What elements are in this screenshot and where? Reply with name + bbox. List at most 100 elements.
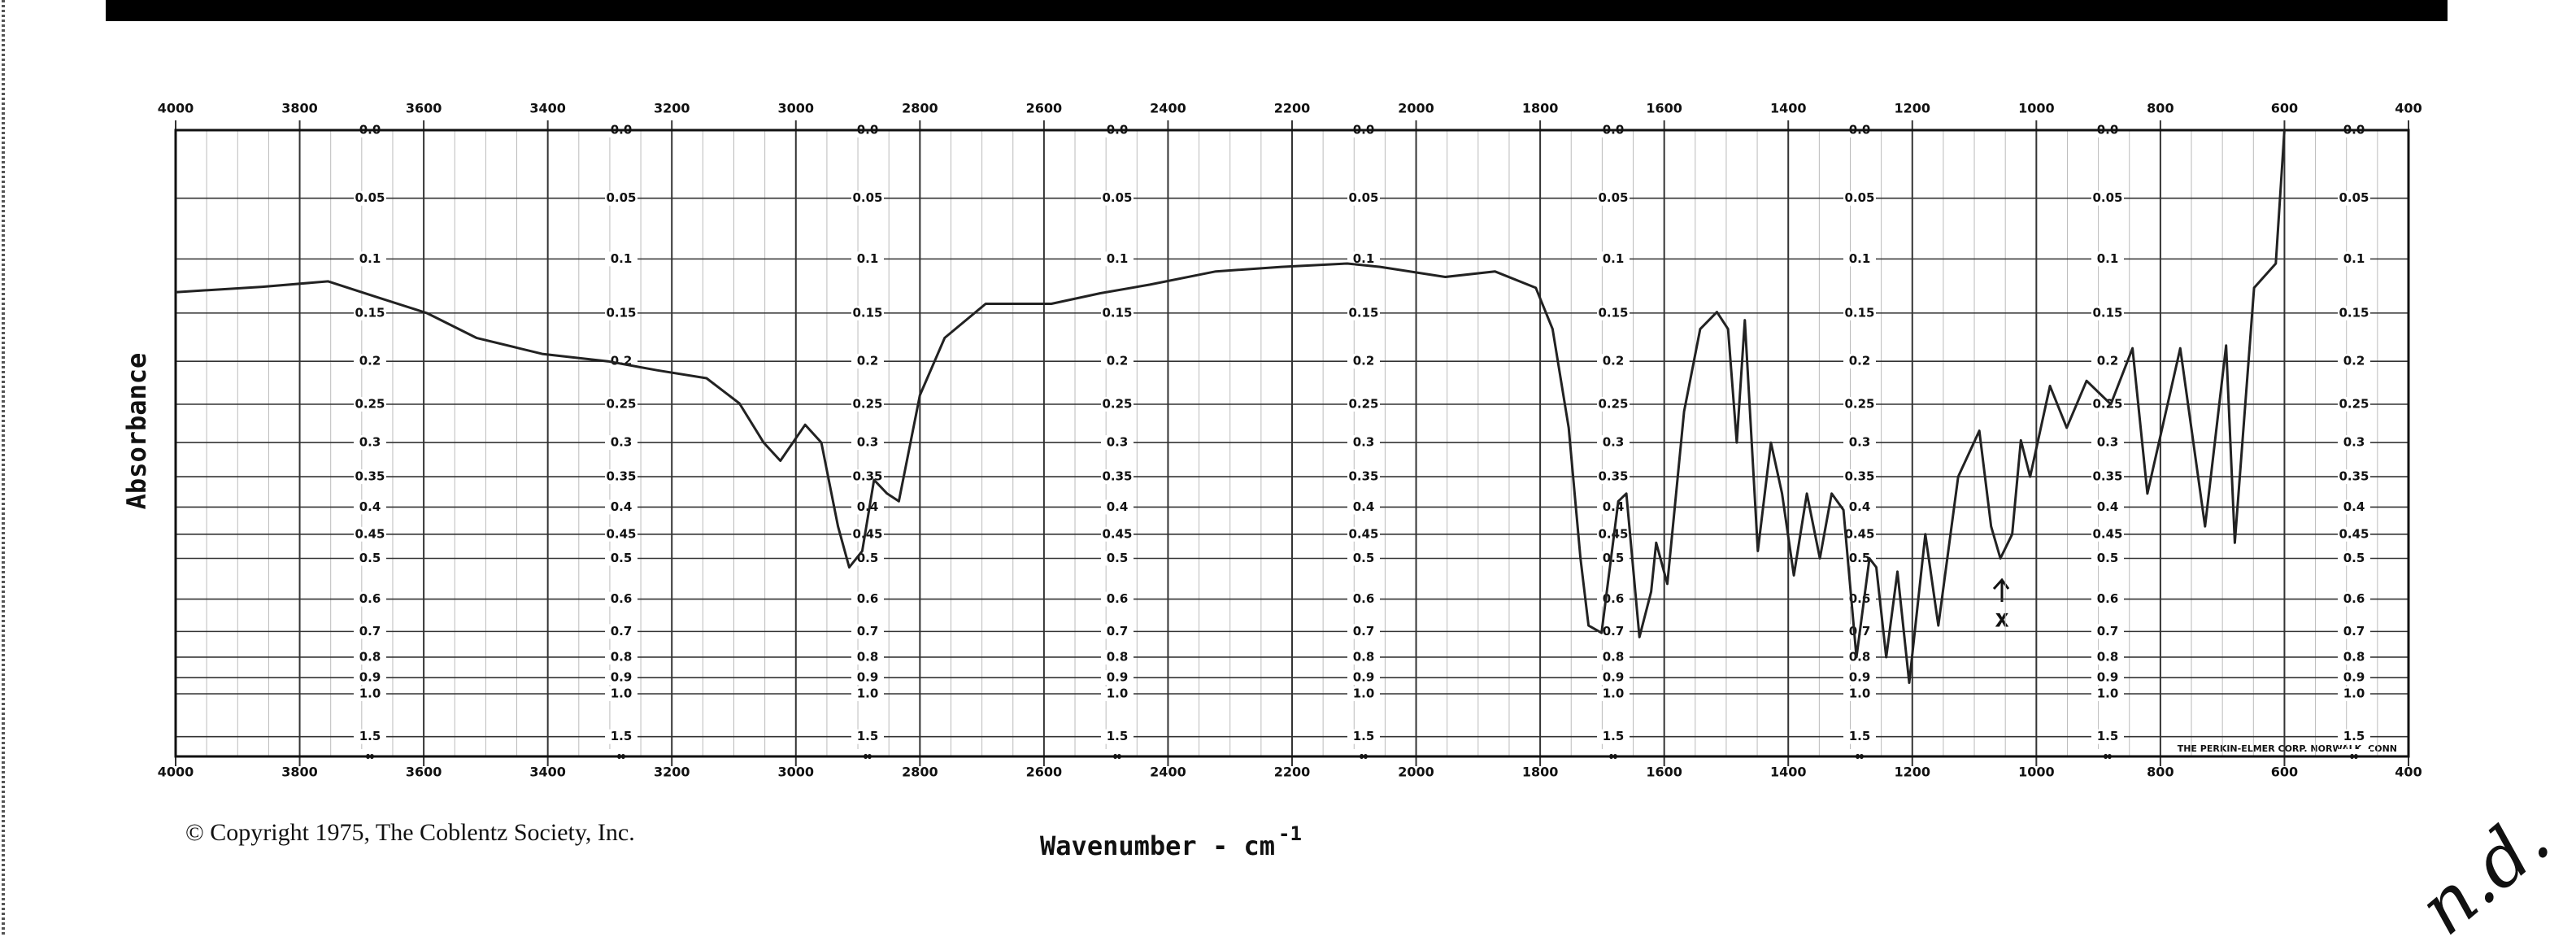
y-tick-label: 0.8	[2343, 649, 2365, 664]
y-tick-label: 0.1	[857, 251, 879, 266]
label-backing	[1101, 526, 1134, 542]
label-backing	[354, 591, 386, 607]
label-backing	[605, 551, 637, 566]
y-tick-label: 0.9	[1849, 670, 1871, 685]
x-tick-label: 2000	[1398, 765, 1434, 780]
y-tick-label: 0.9	[2097, 670, 2119, 685]
label-backing	[1101, 670, 1134, 686]
label-backing	[851, 624, 884, 639]
x-tick-label: 2600	[1026, 765, 1063, 780]
label-backing	[1597, 354, 1630, 369]
label-backing	[2338, 499, 2370, 515]
label-backing	[851, 190, 884, 206]
y-tick-label: 0.15	[606, 305, 636, 320]
y-tick-label: 0.1	[2097, 251, 2119, 266]
y-tick-label: 1.0	[1353, 686, 1375, 701]
y-tick-label: 0.9	[1107, 670, 1129, 685]
y-tick-label: 0.15	[355, 305, 385, 320]
y-tick-label: 0.8	[359, 649, 381, 664]
y-tick-label: 0.2	[1107, 354, 1129, 368]
x-tick-label: 1800	[1522, 765, 1559, 780]
label-backing	[2091, 435, 2124, 451]
x-tick-label: 3200	[654, 765, 690, 780]
y-tick-label: 0.35	[1598, 469, 1628, 484]
x-tick-label: 1800	[1522, 101, 1559, 116]
y-tick-label: 0.05	[1844, 190, 1874, 205]
label-backing	[354, 469, 386, 485]
y-tick-label: 0.5	[1353, 551, 1375, 565]
y-tick-label: 0.05	[1348, 190, 1378, 205]
y-tick-label: 0.15	[2092, 305, 2122, 320]
y-tick-label: 1.5	[2343, 729, 2365, 743]
label-backing	[354, 499, 386, 515]
label-backing	[605, 190, 637, 206]
y-tick-label: 0.15	[1598, 305, 1628, 320]
label-backing	[1101, 729, 1134, 744]
x-tick-label: 2400	[1150, 765, 1186, 780]
label-backing	[605, 469, 637, 485]
label-backing	[1101, 469, 1134, 485]
label-backing	[605, 251, 637, 267]
label-backing	[2338, 591, 2370, 607]
label-backing	[2091, 354, 2124, 369]
label-backing	[851, 591, 884, 607]
label-backing	[1843, 251, 1876, 267]
y-tick-label: 0.35	[2339, 469, 2369, 484]
y-tick-label: 0.25	[2092, 396, 2122, 411]
label-backing	[1347, 499, 1380, 515]
y-tick-label: 0.05	[2339, 190, 2369, 205]
y-tick-label: 1.5	[359, 729, 381, 743]
label-backing	[1101, 649, 1134, 665]
y-tick-label: 1.5	[1603, 729, 1625, 743]
y-tick-label: 1.0	[1107, 686, 1129, 701]
label-backing	[605, 396, 637, 412]
label-backing	[2338, 305, 2370, 320]
label-backing	[1347, 251, 1380, 267]
y-tick-label: 0.5	[2343, 551, 2365, 565]
x-tick-label: 600	[2271, 101, 2298, 116]
y-tick-label: 0.9	[359, 670, 381, 685]
label-backing	[1347, 729, 1380, 744]
y-tick-label: 0.3	[1849, 435, 1871, 450]
y-tick-label: 0.8	[1107, 649, 1129, 664]
label-backing	[851, 729, 884, 744]
spectrum-line	[175, 129, 2286, 684]
y-tick-label: 0.2	[359, 354, 381, 368]
label-backing	[1597, 729, 1630, 744]
label-backing	[354, 686, 386, 701]
y-tick-label: 0.1	[2343, 251, 2365, 266]
label-backing	[2091, 729, 2124, 744]
y-tick-label: 1.0	[2343, 686, 2365, 701]
label-backing	[1597, 435, 1630, 451]
y-tick-label: 1.5	[2097, 729, 2119, 743]
x-tick-label: 3600	[406, 765, 442, 780]
label-backing	[605, 670, 637, 686]
x-tick-label: 1000	[2018, 765, 2055, 780]
label-backing	[354, 305, 386, 320]
y-tick-label: 0.25	[852, 396, 882, 411]
label-backing	[851, 686, 884, 701]
y-tick-label: 0.8	[1603, 649, 1625, 664]
label-backing	[2091, 624, 2124, 639]
x-tick-label: 600	[2271, 765, 2298, 780]
y-tick-label: 0.2	[1849, 354, 1871, 368]
y-tick-label: 0.35	[1844, 469, 1874, 484]
x-tick-label: 1000	[2018, 101, 2055, 116]
y-tick-label: 0.1	[1849, 251, 1871, 266]
y-tick-label: 0.7	[611, 624, 633, 638]
label-backing	[2338, 396, 2370, 412]
y-tick-label: 0.2	[857, 354, 879, 368]
y-tick-label: 0.45	[1102, 526, 1132, 541]
y-tick-label: 0.25	[1348, 396, 1378, 411]
x-tick-label: 1600	[1646, 765, 1682, 780]
y-tick-label: 0.45	[2339, 526, 2369, 541]
label-backing	[1101, 591, 1134, 607]
label-backing	[2338, 469, 2370, 485]
label-backing	[1347, 469, 1380, 485]
label-backing	[354, 649, 386, 665]
label-backing	[1597, 251, 1630, 267]
y-tick-label: 0.25	[1844, 396, 1874, 411]
y-tick-label: 0.5	[359, 551, 381, 565]
label-backing	[851, 526, 884, 542]
label-backing	[1597, 499, 1630, 515]
